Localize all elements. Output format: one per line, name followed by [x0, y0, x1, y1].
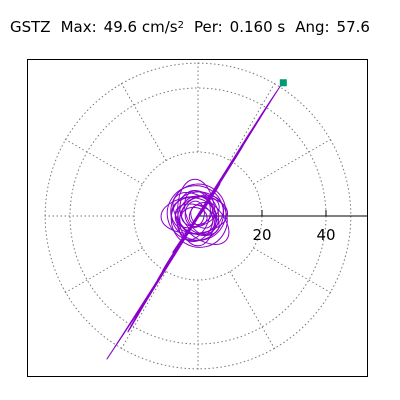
plot-frame — [27, 59, 368, 377]
peak-marker — [279, 79, 287, 87]
max-label: Max: — [60, 18, 97, 36]
angle-value: 57.6 — [336, 18, 370, 36]
motion-trace-core-loop — [170, 197, 218, 235]
motion-traces — [106, 83, 283, 360]
period-value: 0.160 s — [229, 18, 286, 36]
motion-trace — [106, 83, 283, 360]
tick-labels: 20 40 — [252, 226, 335, 244]
grid-spoke — [120, 271, 167, 350]
tick-label-40: 40 — [316, 226, 335, 244]
tick-label-20: 20 — [252, 226, 271, 244]
period-label: Per: — [193, 18, 223, 36]
grid-spoke — [120, 82, 167, 161]
grid-spoke — [229, 271, 276, 350]
angle-label: Ang: — [295, 18, 330, 36]
chart-title: GSTZ Max: 49.6 cm/s2 Per: 0.160 s Ang: 57.6 — [10, 18, 370, 36]
grid-spoke — [253, 247, 332, 294]
max-value: 49.6 — [103, 18, 138, 36]
motion-trace-core-loop — [178, 195, 211, 241]
motion-trace-core-loop — [190, 204, 214, 229]
station-code: GSTZ — [10, 18, 51, 36]
grid-spoke — [253, 138, 332, 185]
grid-spoke — [64, 138, 143, 185]
grid-spoke — [229, 82, 276, 161]
max-unit-exponent: 2 — [177, 20, 184, 31]
grid-spoke — [64, 247, 143, 294]
motion-trace-core-loop — [184, 200, 205, 228]
peak-marker-group — [279, 79, 287, 87]
max-unit: cm/s — [141, 18, 178, 36]
